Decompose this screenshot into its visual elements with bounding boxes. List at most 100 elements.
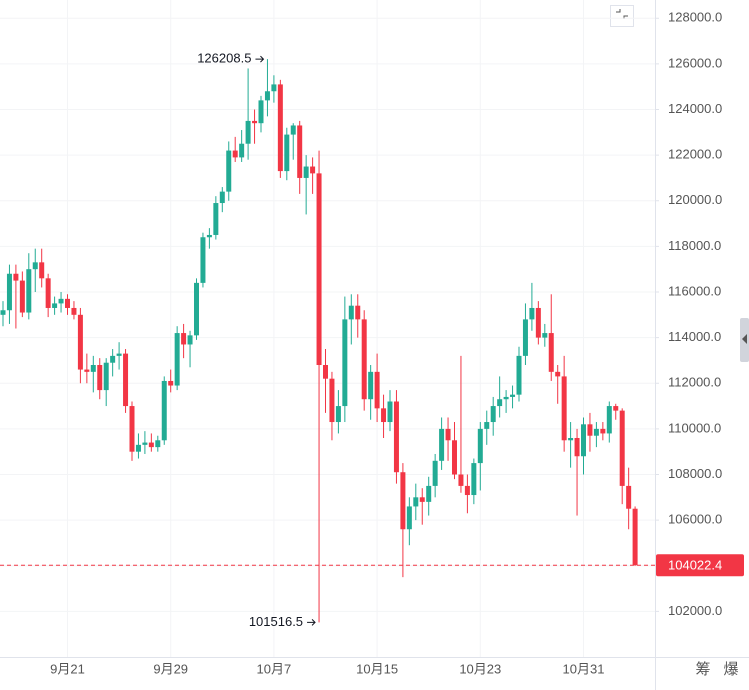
- candle-body: [393, 401, 399, 473]
- candle-body: [116, 353, 122, 356]
- candle-body: [232, 150, 238, 158]
- candle-body: [419, 497, 425, 502]
- candle-body: [400, 472, 406, 530]
- y-tick-label: 122000.0: [668, 147, 722, 162]
- candle-body: [471, 463, 477, 496]
- candle-body: [568, 438, 574, 441]
- candle-body: [445, 428, 451, 441]
- x-tick-label: 10月15: [356, 661, 398, 676]
- y-tick-label: 124000.0: [668, 101, 722, 116]
- candle-body: [374, 371, 380, 409]
- candle-body: [6, 273, 12, 311]
- y-tick-label: 108000.0: [668, 466, 722, 481]
- candle-body: [368, 371, 374, 400]
- candle-body: [200, 237, 206, 283]
- candle-body: [19, 280, 25, 313]
- candle-body: [355, 305, 361, 320]
- candle-body: [335, 406, 341, 423]
- last-price-label: 104022.4: [668, 558, 722, 573]
- candle-body: [135, 444, 141, 452]
- candle-body: [206, 234, 212, 238]
- candle-body: [477, 428, 483, 464]
- footer-button[interactable]: 筹: [695, 661, 710, 678]
- candle-body: [619, 410, 625, 486]
- candle-body: [329, 378, 335, 423]
- extreme-arrow: [255, 55, 265, 63]
- x-tick-label: 10月7: [257, 661, 292, 676]
- candle-body: [593, 428, 599, 436]
- candle-body: [323, 365, 328, 379]
- candle-body: [516, 355, 522, 395]
- candle-body: [632, 508, 638, 566]
- y-tick-label: 106000.0: [668, 512, 722, 527]
- candle-body: [561, 376, 567, 441]
- side-tab[interactable]: [740, 318, 749, 362]
- candle-body: [45, 278, 51, 308]
- candle-body: [161, 380, 167, 441]
- candle-body: [497, 399, 503, 407]
- candle-body: [110, 355, 116, 363]
- candle-body: [606, 406, 612, 434]
- candle-body: [181, 333, 187, 345]
- y-tick-label: 120000.0: [668, 192, 722, 207]
- candle-body: [381, 408, 387, 423]
- y-tick-label: 116000.0: [668, 283, 721, 298]
- candle-body: [490, 406, 496, 423]
- candle-body: [39, 262, 45, 279]
- y-tick-label: 118000.0: [668, 238, 721, 253]
- x-tick-label: 9月21: [50, 661, 85, 676]
- y-tick-label: 126000.0: [668, 55, 722, 70]
- candle-body: [310, 166, 316, 174]
- candle-body: [432, 460, 438, 486]
- candle-body: [413, 497, 419, 507]
- candle-body: [548, 333, 554, 372]
- y-tick-label: 112000.0: [668, 375, 721, 390]
- candle-body: [77, 314, 83, 370]
- candle-body: [258, 100, 264, 124]
- candle-body: [0, 310, 6, 315]
- candle-body: [522, 319, 528, 356]
- candle-body: [535, 307, 541, 338]
- y-tick-label: 110000.0: [668, 420, 721, 435]
- candle-body: [297, 125, 303, 178]
- extreme-label: 126208.5: [197, 51, 251, 66]
- x-tick-label: 10月23: [459, 661, 501, 676]
- candle-body: [271, 84, 277, 92]
- candle-body: [13, 273, 19, 281]
- footer-button[interactable]: 爆: [723, 661, 738, 678]
- extreme-label: 101516.5: [249, 614, 303, 629]
- candle-body: [219, 191, 225, 204]
- candle-body: [168, 380, 174, 386]
- fullscreen-button[interactable]: [610, 5, 634, 27]
- candle-body: [52, 303, 58, 308]
- candle-body: [348, 305, 354, 320]
- candle-body: [458, 474, 464, 486]
- candle-body: [65, 298, 70, 308]
- candle-body: [32, 262, 38, 270]
- candle-body: [97, 365, 103, 391]
- candle-body: [342, 319, 348, 407]
- candle-body: [464, 485, 470, 496]
- x-tick-label: 9月29: [153, 661, 188, 676]
- candle-body: [626, 485, 632, 509]
- candle-body: [277, 84, 283, 172]
- candle-body: [103, 362, 109, 391]
- candle-body: [252, 120, 258, 124]
- candle-body: [239, 143, 245, 158]
- candle-body: [406, 506, 412, 530]
- candle-body: [581, 424, 586, 457]
- candle-body: [484, 422, 490, 429]
- candle-body: [71, 307, 77, 315]
- candle-body: [600, 428, 606, 434]
- candle-body: [226, 150, 232, 192]
- candle-body: [58, 298, 64, 304]
- candle-body: [452, 440, 457, 475]
- candle-body: [439, 428, 445, 461]
- candle-body: [574, 438, 580, 457]
- candle-body: [148, 442, 154, 448]
- candle-body: [290, 125, 296, 135]
- candle-body: [426, 485, 432, 502]
- candle-body: [529, 307, 535, 320]
